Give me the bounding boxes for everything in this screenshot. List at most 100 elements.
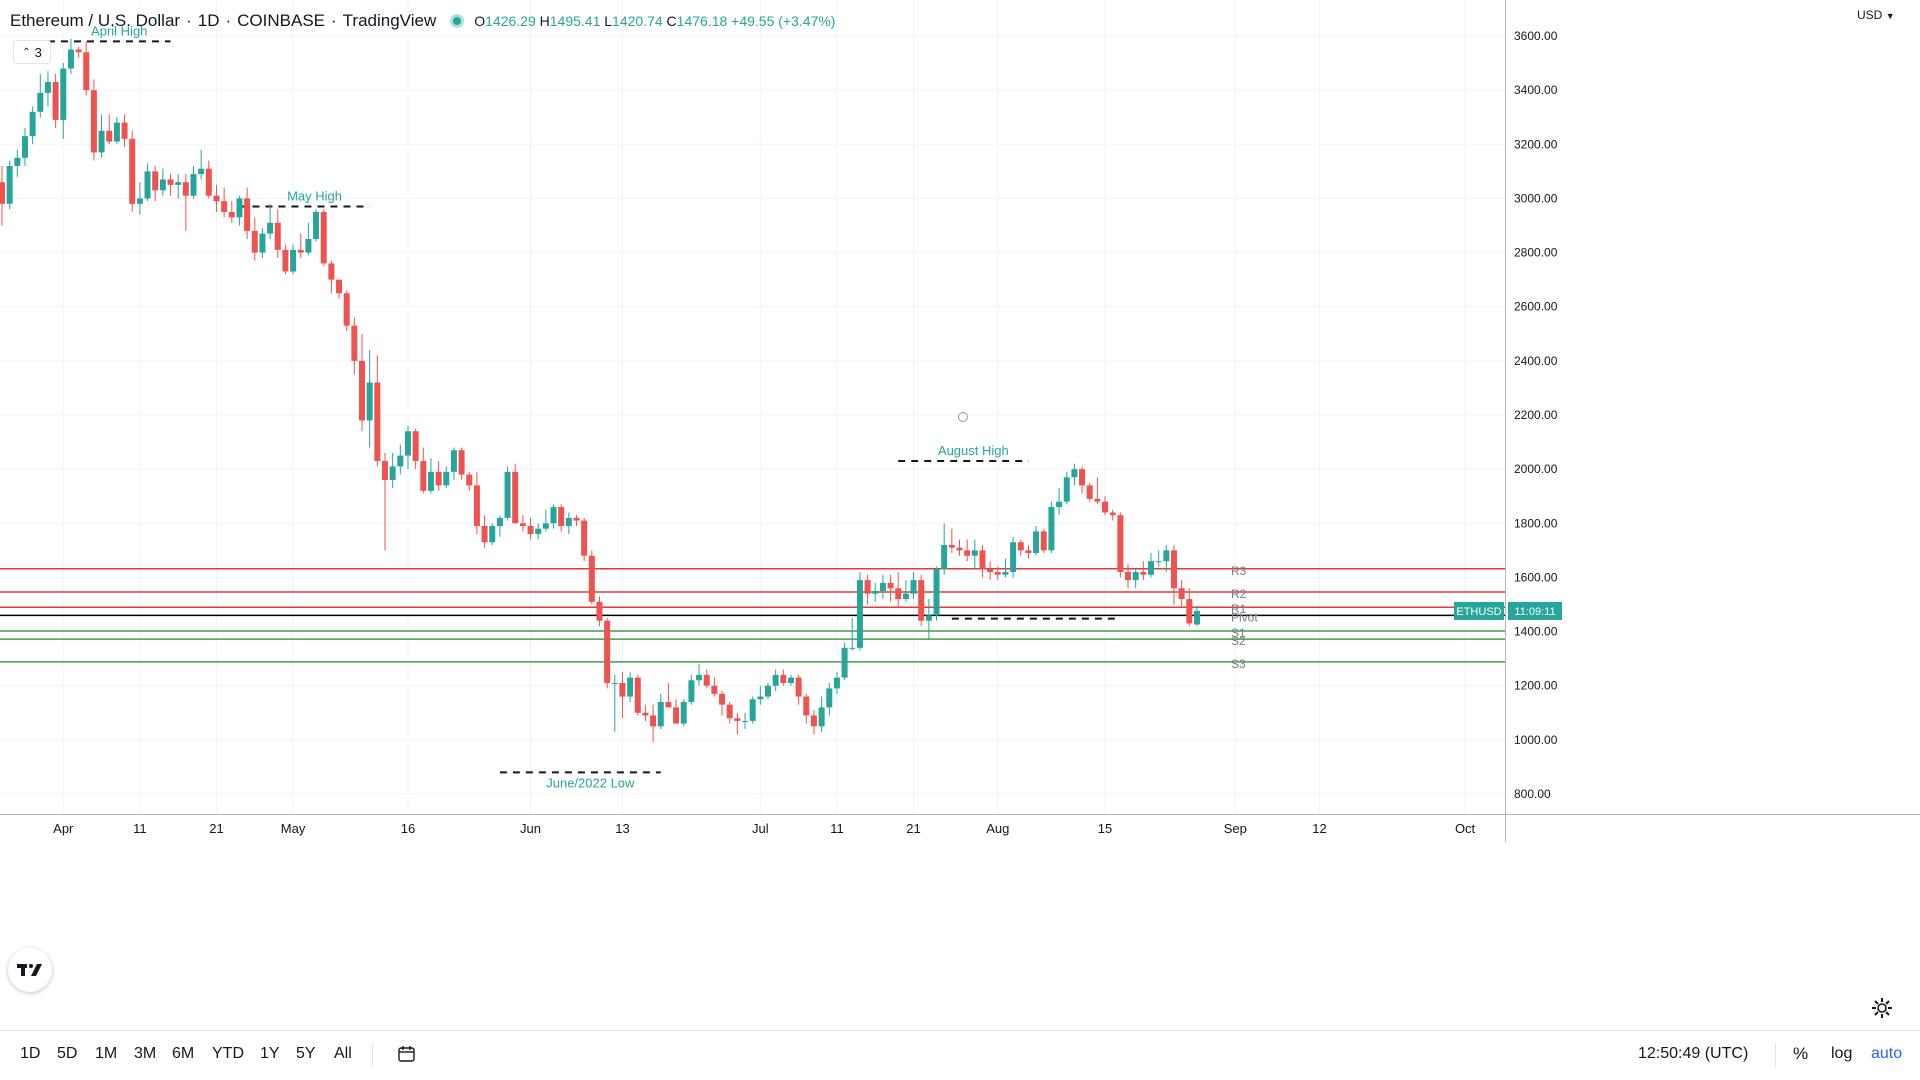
candle-down[interactable] [519, 523, 526, 526]
candle-up[interactable] [1148, 561, 1154, 575]
range-1y-button[interactable]: 1Y [260, 1045, 280, 1062]
candle-down[interactable] [75, 49, 82, 53]
candle-up[interactable] [29, 111, 36, 137]
candle-down[interactable] [121, 122, 128, 139]
candle-up[interactable] [67, 49, 74, 69]
candle-up[interactable] [404, 431, 411, 456]
candle-up[interactable] [696, 674, 703, 681]
candle-down[interactable] [703, 674, 710, 686]
candle-up[interactable] [925, 615, 932, 621]
candle-down[interactable] [420, 461, 427, 491]
candle-up[interactable] [833, 677, 840, 689]
candle-up[interactable] [489, 525, 496, 543]
range-3m-button[interactable]: 3M [134, 1045, 157, 1062]
candle-down[interactable] [251, 230, 258, 253]
candle-down[interactable] [512, 471, 519, 524]
candle-up[interactable] [44, 82, 51, 93]
candle-up[interactable] [841, 647, 848, 678]
candle-up[interactable] [190, 174, 197, 196]
candle-up[interactable] [496, 517, 503, 526]
candle-up[interactable] [1163, 550, 1170, 562]
range-6m-button[interactable]: 6M [172, 1045, 195, 1062]
candle-down[interactable] [328, 263, 335, 280]
candle-down[interactable] [1178, 588, 1185, 600]
candle-up[interactable] [397, 455, 404, 467]
candle-up[interactable] [1033, 531, 1040, 554]
candle-down[interactable] [52, 82, 59, 120]
candle-down[interactable] [810, 715, 817, 727]
candle-up[interactable] [849, 647, 856, 649]
candle-up[interactable] [765, 685, 771, 697]
candle-down[interactable] [956, 547, 963, 551]
range-1d-button[interactable]: 1D [20, 1045, 41, 1062]
candle-up[interactable] [856, 580, 863, 648]
candle-up[interactable] [787, 677, 794, 684]
candle-down[interactable] [336, 279, 343, 294]
price-chart[interactable]: 800.00 1000.00 1200.00 1400.00 1600.00 1800.0… [0, 0, 1920, 1030]
indicators-collapse-button[interactable]: ⌃ 3 [13, 40, 51, 64]
candle-down[interactable] [665, 701, 672, 708]
candle-down[interactable] [527, 525, 534, 535]
candle-down[interactable] [1117, 515, 1124, 573]
candle-down[interactable] [274, 222, 281, 250]
candle-down[interactable] [320, 211, 327, 264]
candle-up[interactable] [933, 569, 940, 616]
candle-down[interactable] [466, 474, 473, 486]
candle-down[interactable] [412, 431, 419, 462]
candle-down[interactable] [83, 52, 90, 91]
candle-down[interactable] [282, 249, 289, 272]
candle-down[interactable] [351, 325, 358, 361]
candle-up[interactable] [175, 182, 182, 185]
candle-down[interactable] [374, 382, 381, 462]
candle-up[interactable] [313, 211, 320, 240]
candle-down[interactable] [711, 685, 718, 694]
candle-down[interactable] [864, 580, 871, 594]
auto-scale-button[interactable]: auto [1871, 1045, 1903, 1062]
percent-scale-button[interactable]: % [1793, 1044, 1809, 1063]
candle-up[interactable] [290, 249, 297, 272]
candle-down[interactable] [359, 360, 366, 421]
candle-up[interactable] [872, 590, 879, 594]
candle-down[interactable] [994, 572, 1001, 575]
candle-down[interactable] [205, 168, 212, 196]
candle-up[interactable] [565, 517, 572, 526]
candle-down[interactable] [481, 525, 488, 543]
candle-down[interactable] [650, 715, 657, 727]
candle-up[interactable] [1132, 572, 1139, 581]
candle-down[interactable] [780, 674, 787, 684]
candle-up[interactable] [366, 382, 373, 421]
candle-up[interactable] [144, 171, 151, 199]
candle-up[interactable] [542, 523, 549, 529]
range-5d-button[interactable]: 5D [57, 1045, 78, 1062]
gear-icon[interactable] [1870, 996, 1894, 1020]
candle-up[interactable] [136, 198, 143, 204]
candle-up[interactable] [450, 450, 457, 472]
candle-up[interactable] [688, 680, 695, 702]
candle-down[interactable] [987, 569, 994, 573]
candle-down[interactable] [634, 677, 641, 713]
candle-up[interactable] [749, 699, 756, 721]
candle-down[interactable] [458, 450, 465, 475]
candle-down[interactable] [90, 90, 97, 153]
candle-up[interactable] [159, 179, 166, 191]
candle-up[interactable] [826, 688, 833, 708]
range-all-button[interactable]: All [334, 1045, 352, 1062]
candle-up[interactable] [742, 720, 749, 722]
candle-up[interactable] [1010, 542, 1017, 573]
candle-down[interactable] [573, 517, 580, 521]
candle-up[interactable] [757, 696, 764, 700]
candle-up[interactable] [60, 68, 67, 120]
currency-selector[interactable]: USD ▼ [1857, 8, 1895, 22]
candle-down[interactable] [619, 683, 626, 697]
candle-down[interactable] [1079, 469, 1086, 486]
candle-down[interactable] [979, 550, 986, 570]
candle-down[interactable] [382, 461, 388, 480]
interval-label[interactable]: 1D [197, 11, 220, 30]
candle-down[interactable] [1140, 572, 1147, 575]
candle-down[interactable] [1102, 501, 1109, 513]
candle-up[interactable] [21, 136, 28, 158]
candle-down[interactable] [1186, 599, 1193, 624]
candle-down[interactable] [297, 249, 304, 253]
candle-down[interactable] [167, 179, 174, 185]
candle-down[interactable] [558, 507, 565, 526]
